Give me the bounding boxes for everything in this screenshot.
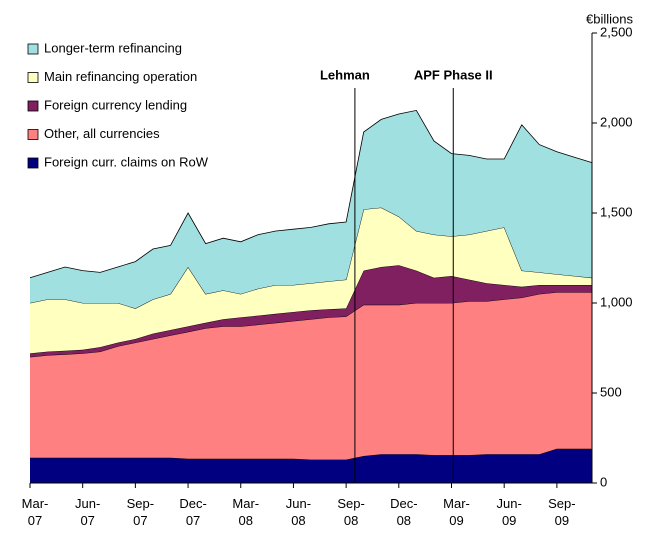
annotation: Lehman xyxy=(320,67,370,82)
area xyxy=(30,207,592,354)
legend-label: Foreign currency lending xyxy=(44,97,187,112)
annotation: APF Phase II xyxy=(414,67,493,82)
x-tick-label: Sep-07 xyxy=(126,496,155,528)
x-tick-label: Dec-08 xyxy=(390,496,418,528)
legend-swatch xyxy=(27,100,39,112)
area xyxy=(30,265,592,357)
x-tick-label: Dec-07 xyxy=(179,496,207,528)
y-axis-label: €billions xyxy=(586,11,633,26)
legend-label: Foreign curr. claims on RoW xyxy=(44,154,209,169)
legend-label: Main refinancing operation xyxy=(44,69,197,84)
y-tick-label: 2,500 xyxy=(600,24,633,39)
legend-swatch xyxy=(27,72,39,83)
x-tick-label: Jun-09 xyxy=(496,496,522,528)
area-outline xyxy=(29,109,593,279)
y-tick-label: 0 xyxy=(600,474,607,489)
x-tick-label: Mar-08 xyxy=(232,496,260,528)
x-tick-label: Sep-09 xyxy=(548,496,576,528)
y-tick-label: 500 xyxy=(600,384,622,399)
legend-label: Longer-term refinancing xyxy=(44,40,182,55)
legend-label: Other, all currencies xyxy=(44,126,160,141)
x-tick-label: Sep-08 xyxy=(337,496,365,528)
legend-swatch xyxy=(27,157,39,169)
y-tick-label: 2,000 xyxy=(600,114,633,129)
area xyxy=(30,110,592,309)
legend-swatch xyxy=(27,129,39,140)
legend-swatch xyxy=(27,43,39,55)
area xyxy=(30,292,592,460)
y-tick-label: 1,500 xyxy=(600,204,633,219)
x-tick-label: Mar-07 xyxy=(21,496,49,528)
area xyxy=(30,448,592,483)
x-tick-label: Jun-08 xyxy=(285,496,312,528)
x-tick-label: Jun-07 xyxy=(75,496,101,528)
x-tick-label: Mar-09 xyxy=(443,496,470,528)
y-tick-label: 1,000 xyxy=(600,294,633,309)
